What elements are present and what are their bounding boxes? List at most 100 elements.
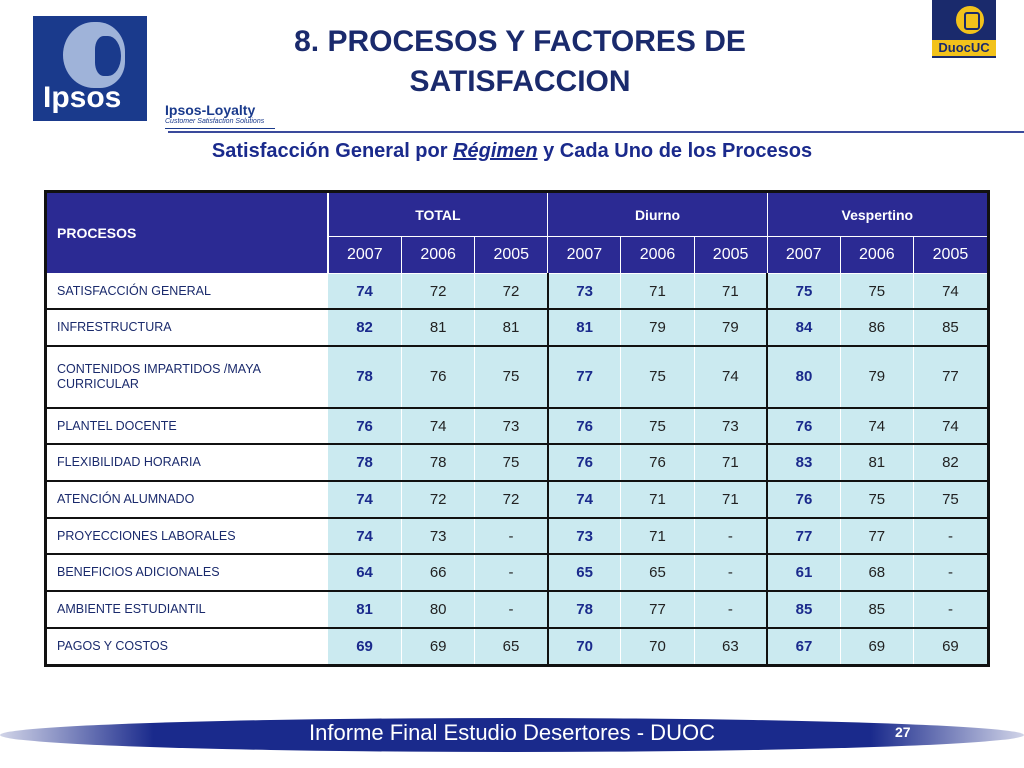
value-cell: 70 <box>620 627 695 667</box>
page-number: 27 <box>895 724 911 740</box>
value-cell: 69 <box>912 627 990 667</box>
value-cell: 82 <box>326 308 403 347</box>
value-cell: 84 <box>766 308 841 347</box>
value-cell: 72 <box>401 480 476 519</box>
value-cell: 79 <box>839 345 914 409</box>
value-cell: 73 <box>401 517 476 556</box>
value-cell: 72 <box>401 273 476 311</box>
year-header: 2005 <box>912 236 990 274</box>
value-cell: 77 <box>766 517 841 556</box>
value-cell: 74 <box>326 273 403 311</box>
value-cell: 81 <box>474 308 549 347</box>
duoc-logo: DuocUC <box>932 0 996 58</box>
value-cell: 73 <box>547 273 622 311</box>
value-cell: 66 <box>401 553 476 593</box>
year-header: 2005 <box>474 236 549 274</box>
value-cell: 75 <box>474 443 549 483</box>
value-cell: 61 <box>766 553 841 593</box>
value-cell: 76 <box>326 407 403 446</box>
value-cell: 77 <box>620 590 695 629</box>
table-row: BENEFICIOS ADICIONALES 64 66-65 65-61 68- <box>45 553 990 593</box>
loyalty-underline <box>165 128 275 129</box>
value-cell: 78 <box>547 590 622 629</box>
year-header: 2007 <box>547 236 622 274</box>
table-row: PROYECCIONES LABORALES 74 73-73 71-77 77- <box>45 517 990 556</box>
value-cell: 77 <box>839 517 914 556</box>
value-cell: 72 <box>474 480 549 519</box>
value-cell: 73 <box>474 407 549 446</box>
value-cell: 74 <box>912 407 990 446</box>
value-cell: 71 <box>693 273 769 311</box>
value-cell: - <box>693 553 769 593</box>
value-cell: 68 <box>839 553 914 593</box>
value-cell: - <box>912 517 990 556</box>
process-label: CONTENIDOS IMPARTIDOS /MAYA CURRICULAR <box>45 345 328 409</box>
value-cell: 63 <box>693 627 769 667</box>
year-header: 2006 <box>620 236 695 274</box>
duoc-seal-icon <box>954 4 986 36</box>
process-label: PAGOS Y COSTOS <box>45 627 328 667</box>
value-cell: 78 <box>326 443 403 483</box>
value-cell: 69 <box>326 627 403 667</box>
ipsos-logo-word: Ipsos <box>43 81 122 114</box>
footer-band <box>0 718 1024 752</box>
ipsos-loyalty-tagline: Ipsos-Loyalty Customer Satisfaction Solu… <box>165 103 275 129</box>
duoc-logo-word: DuocUC <box>932 40 996 56</box>
process-label: SATISFACCIÓN GENERAL <box>45 273 328 311</box>
value-cell: - <box>912 590 990 629</box>
value-cell: - <box>474 553 549 593</box>
year-header: 2006 <box>401 236 476 274</box>
value-cell: 76 <box>547 407 622 446</box>
value-cell: - <box>912 553 990 593</box>
value-cell: 67 <box>766 627 841 667</box>
value-cell: 71 <box>693 443 769 483</box>
subtitle-part1: Satisfacción General por <box>211 140 454 162</box>
ipsos-logo: Ipsos <box>33 16 147 121</box>
value-cell: - <box>693 517 769 556</box>
value-cell: 71 <box>693 480 769 519</box>
value-cell: 64 <box>326 553 403 593</box>
value-cell: 81 <box>547 308 622 347</box>
value-cell: 76 <box>766 407 841 446</box>
footer-text: Informe Final Estudio Desertores - DUOC <box>309 720 715 745</box>
header-divider <box>168 131 1024 133</box>
value-cell: - <box>693 590 769 629</box>
value-cell: 70 <box>547 627 622 667</box>
value-cell: 74 <box>547 480 622 519</box>
value-cell: 75 <box>766 273 841 311</box>
value-cell: 86 <box>839 308 914 347</box>
value-cell: 82 <box>912 443 990 483</box>
table-row: PAGOS Y COSTOS 69 69 65 70 70 63 67 69 69 <box>45 627 990 667</box>
process-label: BENEFICIOS ADICIONALES <box>45 553 328 593</box>
value-cell: 71 <box>620 517 695 556</box>
group-header-vespertino: Vespertino <box>766 191 990 237</box>
value-cell: 85 <box>839 590 914 629</box>
table-row: PLANTEL DOCENTE 76 74 73 76 75 73 76 74 74 <box>45 407 990 446</box>
satisfaction-table: PROCESOS TOTAL Diurno Vespertino 2007 20… <box>44 190 990 667</box>
process-label: PLANTEL DOCENTE <box>45 407 328 446</box>
ipsos-face-icon <box>95 36 121 76</box>
process-label: AMBIENTE ESTUDIANTIL <box>45 590 328 629</box>
year-header: 2005 <box>693 236 768 274</box>
page-title-line1: 8. PROCESOS Y FACTORES DE <box>294 25 746 58</box>
value-cell: 78 <box>401 443 476 483</box>
process-label: FLEXIBILIDAD HORARIA <box>45 443 328 483</box>
value-cell: 74 <box>839 407 914 446</box>
value-cell: 75 <box>912 480 990 519</box>
value-cell: 75 <box>839 273 914 311</box>
value-cell: 85 <box>766 590 841 629</box>
value-cell: 74 <box>693 345 769 409</box>
slide-subtitle: Satisfacción General por Régimen y Cada … <box>0 140 1024 163</box>
value-cell: 74 <box>912 273 990 311</box>
year-header-row: 2007 2006 2005 2007 2006 2005 2007 2006 … <box>46 236 990 274</box>
value-cell: 73 <box>547 517 622 556</box>
value-cell: 75 <box>620 345 695 409</box>
value-cell: 77 <box>912 345 990 409</box>
value-cell: 69 <box>401 627 476 667</box>
value-cell: 83 <box>766 443 841 483</box>
subtitle-italic: Régimen <box>453 140 538 162</box>
value-cell: 76 <box>766 480 841 519</box>
value-cell: 81 <box>839 443 914 483</box>
value-cell: 74 <box>326 480 403 519</box>
value-cell: 75 <box>839 480 914 519</box>
